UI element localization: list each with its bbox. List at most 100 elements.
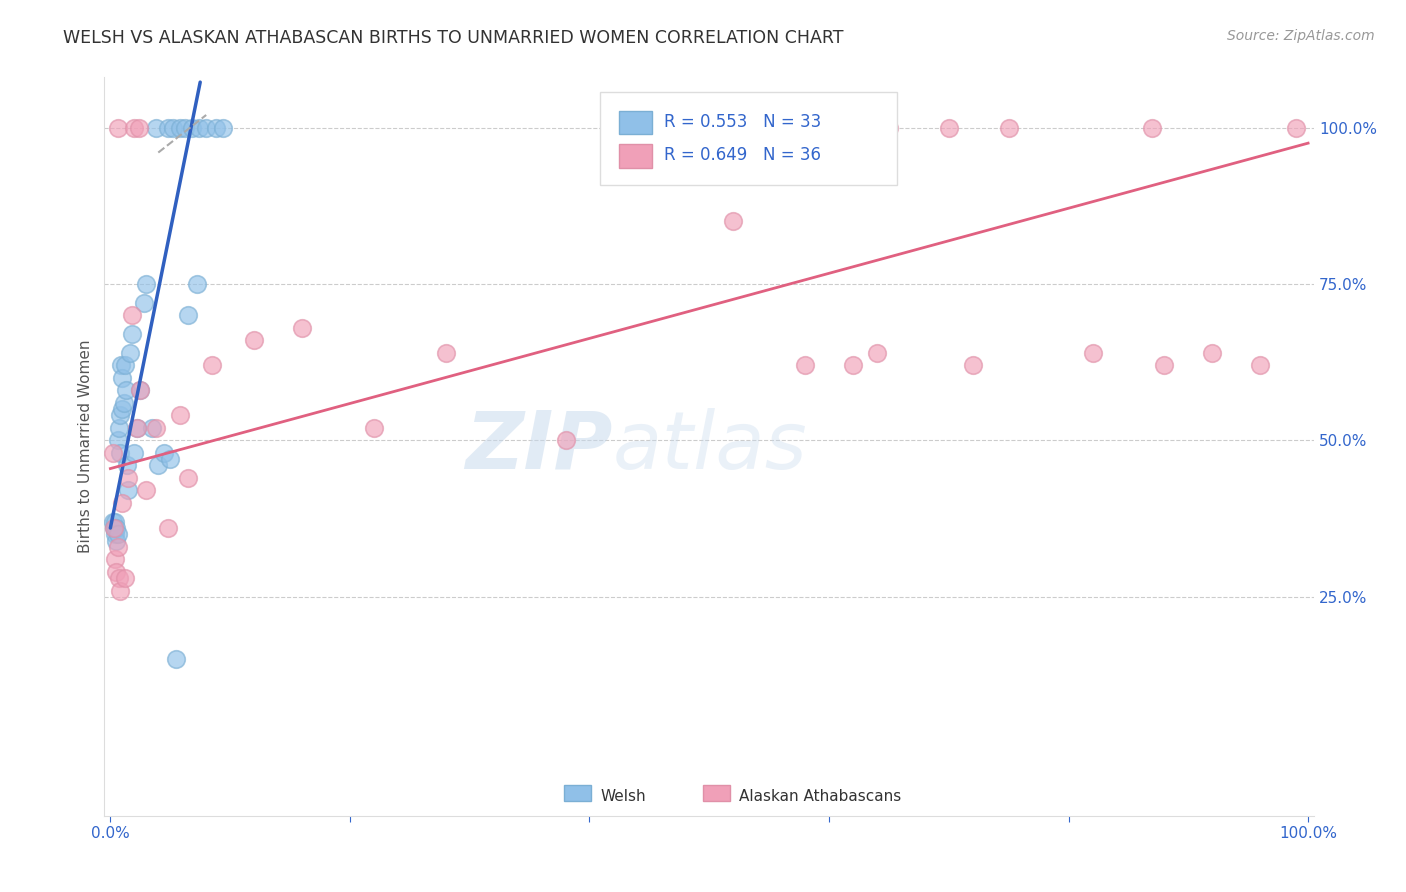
- Point: [938, 120, 960, 135]
- Point: [104, 552, 127, 566]
- Point: [111, 371, 134, 385]
- Point: [159, 452, 181, 467]
- Point: [145, 120, 167, 135]
- Point: [363, 421, 385, 435]
- Text: Welsh: Welsh: [600, 789, 645, 805]
- Point: [1153, 359, 1175, 373]
- Text: R = 0.553   N = 33: R = 0.553 N = 33: [665, 112, 821, 131]
- Point: [188, 120, 211, 135]
- Point: [1285, 120, 1308, 135]
- Point: [115, 384, 138, 398]
- Bar: [619, 111, 652, 135]
- Point: [129, 384, 152, 398]
- Point: [830, 120, 852, 135]
- Point: [243, 333, 266, 347]
- Point: [721, 214, 744, 228]
- Text: R = 0.649   N = 36: R = 0.649 N = 36: [665, 146, 821, 164]
- Point: [105, 533, 128, 548]
- Point: [132, 295, 155, 310]
- Point: [114, 571, 136, 585]
- Point: [1201, 346, 1223, 360]
- Bar: [564, 785, 591, 801]
- Point: [177, 471, 200, 485]
- Point: [162, 120, 184, 135]
- Point: [125, 421, 148, 435]
- Point: [204, 120, 226, 135]
- Point: [212, 120, 235, 135]
- Point: [117, 483, 139, 498]
- Point: [997, 120, 1019, 135]
- Y-axis label: Births to Unmarried Women: Births to Unmarried Women: [79, 340, 93, 553]
- Point: [104, 527, 127, 541]
- Point: [842, 359, 865, 373]
- Point: [156, 521, 179, 535]
- Bar: [619, 144, 652, 168]
- Point: [165, 652, 187, 666]
- Text: atlas: atlas: [613, 408, 807, 485]
- Point: [1142, 120, 1164, 135]
- Point: [806, 120, 828, 135]
- Point: [115, 458, 138, 473]
- Text: ZIP: ZIP: [465, 408, 613, 485]
- Point: [108, 583, 131, 598]
- Point: [121, 326, 143, 341]
- Point: [124, 120, 146, 135]
- Point: [105, 565, 128, 579]
- Point: [129, 384, 152, 398]
- Point: [1081, 346, 1104, 360]
- Point: [107, 120, 129, 135]
- Point: [177, 308, 200, 322]
- Point: [105, 521, 128, 535]
- Point: [107, 527, 129, 541]
- Point: [111, 496, 134, 510]
- Point: [180, 120, 202, 135]
- Point: [291, 320, 314, 334]
- Point: [125, 421, 148, 435]
- Point: [107, 434, 129, 448]
- Point: [169, 409, 191, 423]
- Point: [141, 421, 163, 435]
- Text: WELSH VS ALASKAN ATHABASCAN BIRTHS TO UNMARRIED WOMEN CORRELATION CHART: WELSH VS ALASKAN ATHABASCAN BIRTHS TO UN…: [63, 29, 844, 46]
- Point: [124, 446, 146, 460]
- Point: [148, 458, 170, 473]
- Point: [201, 359, 224, 373]
- Point: [169, 120, 191, 135]
- FancyBboxPatch shape: [600, 92, 897, 185]
- Point: [794, 359, 817, 373]
- Point: [1249, 359, 1271, 373]
- Point: [173, 120, 195, 135]
- Point: [866, 346, 889, 360]
- Point: [107, 540, 129, 554]
- Point: [117, 471, 139, 485]
- Point: [853, 120, 876, 135]
- Point: [103, 521, 125, 535]
- Point: [135, 483, 157, 498]
- Point: [104, 515, 127, 529]
- Point: [195, 120, 218, 135]
- Point: [156, 120, 179, 135]
- Point: [108, 409, 131, 423]
- Point: [118, 346, 141, 360]
- Point: [110, 359, 132, 373]
- Point: [128, 120, 150, 135]
- Text: Source: ZipAtlas.com: Source: ZipAtlas.com: [1227, 29, 1375, 43]
- Point: [111, 402, 134, 417]
- Point: [186, 277, 208, 291]
- Point: [114, 359, 136, 373]
- Point: [877, 120, 900, 135]
- Point: [153, 446, 176, 460]
- Point: [103, 521, 125, 535]
- Point: [145, 421, 167, 435]
- Point: [101, 446, 124, 460]
- Point: [962, 359, 984, 373]
- Point: [107, 571, 129, 585]
- Bar: [703, 785, 730, 801]
- Text: Alaskan Athabascans: Alaskan Athabascans: [740, 789, 901, 805]
- Point: [135, 277, 157, 291]
- Point: [108, 446, 131, 460]
- Point: [107, 421, 129, 435]
- Point: [101, 515, 124, 529]
- Point: [121, 308, 143, 322]
- Point: [112, 396, 135, 410]
- Point: [434, 346, 457, 360]
